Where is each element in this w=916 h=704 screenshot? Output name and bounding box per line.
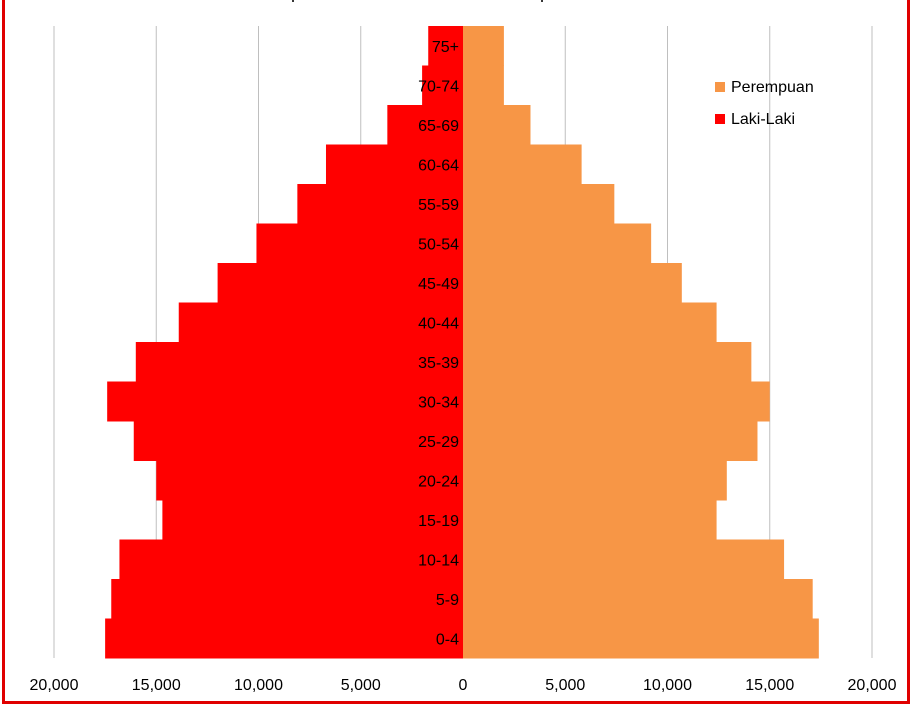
bar-laki-laki-55-59: [297, 184, 463, 224]
x-axis-tick-labels: 20,000 15,000 10,000 5,000 0 5,000 10,000 15,00…: [30, 677, 897, 694]
age-label-20-24: 20-24: [418, 473, 459, 490]
age-label-0-4: 0-4: [436, 631, 459, 648]
bar-laki-laki-70-74: [422, 65, 463, 106]
bar-laki-laki-20-24: [156, 460, 463, 501]
x-tick-label: 10,000: [234, 677, 283, 694]
x-tick-label: 20,000: [848, 677, 897, 694]
bar-perempuan-40-44: [463, 302, 717, 343]
age-label-75+: 75+: [432, 39, 459, 56]
x-tick-label: 5,000: [341, 677, 381, 694]
bar-laki-laki-0-4: [105, 618, 463, 659]
age-label-70-74: 70-74: [418, 78, 459, 95]
male-bars: [105, 26, 464, 659]
x-tick-label: 5,000: [545, 677, 585, 694]
title-fragment-left: p: [291, 0, 301, 2]
bar-laki-laki-5-9: [111, 579, 463, 619]
bar-perempuan-25-29: [463, 421, 758, 461]
bar-laki-laki-65-69: [387, 105, 463, 145]
x-tick-label: 15,000: [745, 677, 794, 694]
age-label-60-64: 60-64: [418, 157, 459, 174]
bar-laki-laki-15-19: [162, 500, 463, 540]
bar-perempuan-35-39: [463, 342, 752, 382]
bar-perempuan-60-64: [463, 144, 582, 185]
bar-laki-laki-25-29: [133, 421, 463, 461]
bar-perempuan-70-74: [463, 65, 504, 106]
legend-label-laki-laki: Laki-Laki: [731, 111, 795, 128]
age-label-35-39: 35-39: [418, 355, 459, 372]
age-label-5-9: 5-9: [436, 592, 459, 609]
x-tick-label: 10,000: [643, 677, 692, 694]
age-label-50-54: 50-54: [418, 236, 459, 253]
age-label-65-69: 65-69: [418, 118, 459, 135]
x-tick-label: 15,000: [132, 677, 181, 694]
bar-perempuan-5-9: [463, 579, 813, 619]
age-group-labels: 75+ 70-74 65-69 60-64 55-59 50-54 45-49 40-44 35…: [418, 39, 459, 649]
bar-laki-laki-75+: [428, 26, 463, 66]
age-label-10-14: 10-14: [418, 552, 459, 569]
age-label-55-59: 55-59: [418, 197, 459, 214]
legend-swatch-perempuan: [715, 82, 725, 92]
bar-laki-laki-40-44: [178, 302, 463, 343]
x-tick-label: 20,000: [30, 677, 79, 694]
bar-perempuan-45-49: [463, 263, 682, 303]
title-fragment: p p: [291, 0, 550, 2]
bar-perempuan-65-69: [463, 105, 531, 145]
legend-label-perempuan: Perempuan: [731, 79, 814, 96]
age-label-25-29: 25-29: [418, 434, 459, 451]
bar-laki-laki-35-39: [135, 342, 464, 382]
bar-perempuan-55-59: [463, 184, 615, 224]
bar-laki-laki-60-64: [325, 144, 463, 185]
age-label-40-44: 40-44: [418, 315, 459, 332]
bar-perempuan-75+: [463, 26, 504, 66]
age-label-15-19: 15-19: [418, 513, 459, 530]
bar-perempuan-15-19: [463, 500, 717, 540]
bar-perempuan-30-34: [463, 381, 770, 422]
bar-perempuan-0-4: [463, 618, 819, 659]
age-label-30-34: 30-34: [418, 394, 459, 411]
bar-laki-laki-45-49: [217, 263, 463, 303]
title-fragment-right: p: [540, 0, 550, 2]
legend: Perempuan Laki-Laki: [715, 79, 814, 128]
x-tick-label: 0: [459, 677, 468, 694]
bar-laki-laki-50-54: [256, 223, 463, 264]
age-label-45-49: 45-49: [418, 276, 459, 293]
bar-perempuan-10-14: [463, 539, 785, 580]
legend-swatch-laki-laki: [715, 114, 725, 124]
female-bars: [463, 26, 819, 659]
bar-laki-laki-10-14: [119, 539, 463, 580]
bar-perempuan-50-54: [463, 223, 652, 264]
bar-laki-laki-30-34: [107, 381, 464, 422]
bar-perempuan-20-24: [463, 460, 727, 501]
